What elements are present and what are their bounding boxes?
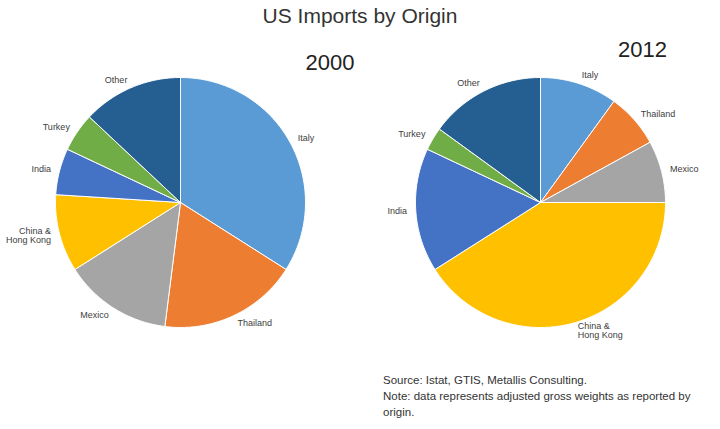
svg-text:Mexico: Mexico xyxy=(80,310,109,320)
svg-text:Other: Other xyxy=(457,78,480,88)
svg-text:Other: Other xyxy=(105,75,128,85)
svg-text:2012: 2012 xyxy=(618,37,667,62)
svg-text:India: India xyxy=(387,206,407,216)
svg-text:India: India xyxy=(31,164,51,174)
svg-text:Thailand: Thailand xyxy=(641,109,676,119)
svg-text:Mexico: Mexico xyxy=(670,164,699,174)
svg-text:China &Hong Kong: China &Hong Kong xyxy=(6,226,51,245)
svg-text:China &Hong Kong: China &Hong Kong xyxy=(578,321,623,340)
html-text:Source: Istat, GTIS, Metallis: Source: Istat, GTIS, Metallis Consulting… xyxy=(383,374,587,386)
svg-text:2000: 2000 xyxy=(306,50,355,75)
svg-text:Thailand: Thailand xyxy=(237,318,272,328)
svg-text:Turkey: Turkey xyxy=(43,122,71,132)
html-text:US Imports by Origin: US Imports by Origin xyxy=(262,4,458,27)
html-text:Note: data represents adjusted: Note: data represents adjusted gross wei… xyxy=(383,390,691,418)
svg-text:Turkey: Turkey xyxy=(398,129,426,139)
svg-text:Italy: Italy xyxy=(298,133,315,143)
svg-text:Italy: Italy xyxy=(582,70,599,80)
